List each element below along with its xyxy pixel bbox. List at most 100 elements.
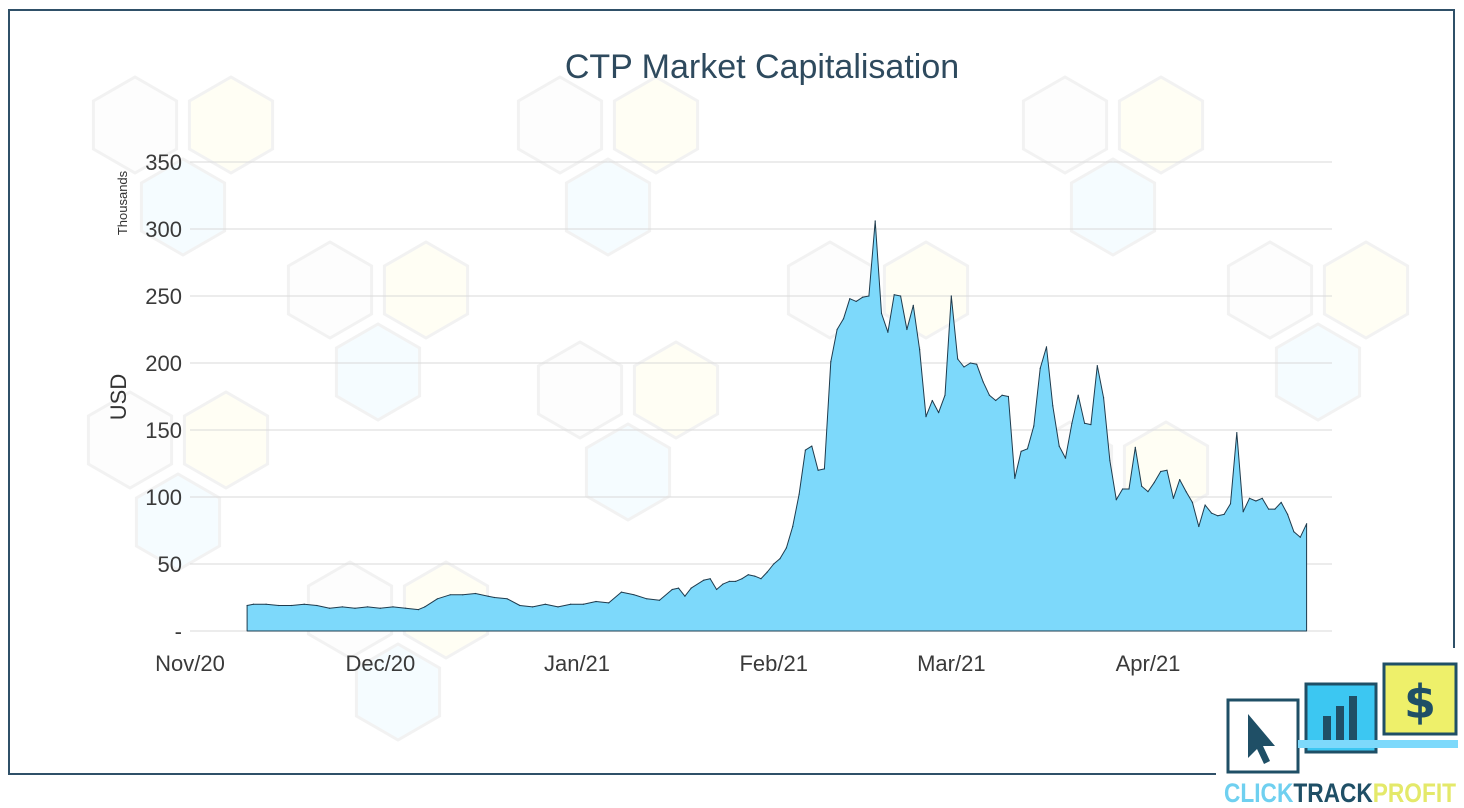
data-point <box>792 525 794 528</box>
watermark-hexagon <box>584 422 672 522</box>
data-point <box>557 606 559 608</box>
data-point <box>773 563 775 565</box>
data-point <box>1033 425 1035 427</box>
brand-logo: $ CLICKTRACKPROFIT <box>1216 648 1464 808</box>
data-point <box>1115 499 1117 501</box>
data-point <box>1160 470 1162 473</box>
data-point <box>1007 395 1010 398</box>
data-point <box>1261 497 1263 499</box>
data-point <box>919 349 921 351</box>
data-point <box>900 295 902 297</box>
watermark-hexagon <box>187 75 275 175</box>
data-point <box>341 606 343 608</box>
data-point <box>1071 422 1073 424</box>
data-point <box>367 606 369 608</box>
data-point <box>798 493 800 495</box>
watermark-hexagon <box>536 340 624 440</box>
data-point <box>944 394 946 396</box>
data-point <box>620 591 623 593</box>
data-point <box>817 469 819 471</box>
data-point <box>1147 491 1149 493</box>
data-point <box>779 558 781 560</box>
data-point <box>703 579 705 581</box>
watermark-hexagon <box>564 157 652 257</box>
watermark-hexagon <box>612 75 700 175</box>
data-point <box>735 580 737 583</box>
x-tick-label: Jan/21 <box>544 651 610 676</box>
watermark-hexagon <box>139 157 227 257</box>
data-point <box>1014 477 1016 479</box>
data-point <box>709 578 711 580</box>
watermark-hexagon <box>86 390 174 490</box>
x-tick-label: Nov/20 <box>155 651 225 676</box>
data-point <box>995 399 997 402</box>
logo-wordmark: CLICKTRACKPROFIT <box>1224 778 1456 808</box>
data-point <box>1198 525 1200 528</box>
data-point <box>861 296 864 298</box>
data-point <box>1236 432 1238 434</box>
watermark-hexagon <box>182 390 270 490</box>
data-point <box>741 578 743 580</box>
data-point <box>1179 479 1181 481</box>
data-point <box>329 607 331 609</box>
chart-frame <box>8 9 1455 775</box>
data-point <box>379 607 381 609</box>
data-point <box>1299 536 1301 538</box>
x-tick-label: Feb/21 <box>739 651 808 676</box>
data-point <box>544 603 546 605</box>
data-point <box>1242 511 1244 513</box>
y-tick-label: 150 <box>145 418 182 443</box>
data-point <box>1103 397 1105 399</box>
dollar-icon: $ <box>1404 675 1436 729</box>
data-point <box>462 594 464 596</box>
data-point <box>880 312 883 314</box>
data-point <box>887 331 889 333</box>
watermark-hexagon <box>1117 75 1205 175</box>
y-axis-units: Thousands <box>115 170 130 235</box>
y-axis: - 50 100 150 200 250 300 350 <box>145 150 182 644</box>
data-point <box>938 412 940 414</box>
data-point <box>595 600 597 603</box>
data-point <box>823 468 826 470</box>
data-point <box>519 604 521 607</box>
data-point <box>405 607 407 609</box>
watermark-hexagon <box>382 240 470 340</box>
data-point <box>1026 448 1029 450</box>
data-point <box>1268 508 1270 510</box>
data-point <box>1185 491 1187 493</box>
data-point <box>290 604 293 607</box>
data-point <box>265 603 267 605</box>
y-tick-label: 200 <box>145 351 182 376</box>
data-point <box>1122 488 1124 490</box>
data-point <box>1280 501 1282 503</box>
data-point <box>1204 504 1206 506</box>
data-point <box>931 399 933 402</box>
data-point <box>1166 469 1168 471</box>
watermark-hexagon <box>354 642 442 742</box>
data-point <box>785 547 788 549</box>
y-tick-label: 50 <box>158 552 182 577</box>
data-point <box>1096 365 1098 367</box>
data-point <box>1223 513 1225 516</box>
watermark-hexagon <box>1021 75 1109 175</box>
watermark-hexagon <box>632 340 720 440</box>
logo-dollar-box <box>1382 662 1458 736</box>
data-point <box>988 394 991 396</box>
data-point <box>893 294 895 296</box>
data-point <box>487 595 489 597</box>
watermark-hexagon <box>1322 240 1410 340</box>
data-point <box>417 609 419 611</box>
data-point <box>633 594 635 596</box>
data-point <box>1045 346 1048 348</box>
data-point <box>1001 394 1003 396</box>
logo-stripe <box>1298 740 1458 748</box>
data-point <box>436 598 438 600</box>
area-fill <box>246 220 1308 632</box>
area-series <box>246 220 1308 632</box>
data-point <box>963 366 965 368</box>
y-tick-label: 250 <box>145 284 182 309</box>
watermark-hexagon <box>286 240 374 340</box>
data-point <box>957 358 959 360</box>
data-point <box>1052 405 1054 407</box>
